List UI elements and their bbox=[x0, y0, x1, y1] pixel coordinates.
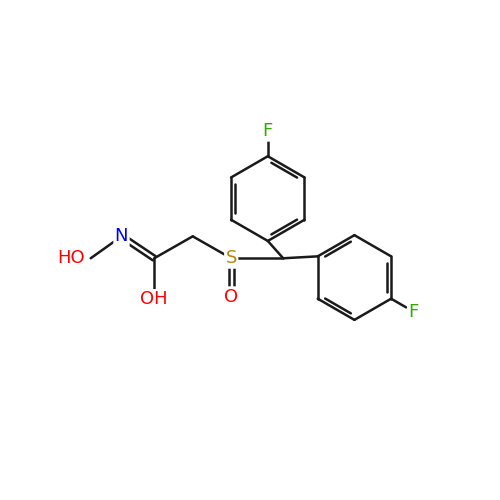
Text: N: N bbox=[115, 228, 128, 246]
Text: OH: OH bbox=[140, 290, 168, 308]
Text: F: F bbox=[262, 122, 273, 140]
Text: HO: HO bbox=[58, 250, 85, 268]
Text: F: F bbox=[408, 303, 419, 321]
Text: S: S bbox=[226, 250, 237, 268]
Text: O: O bbox=[224, 288, 238, 306]
